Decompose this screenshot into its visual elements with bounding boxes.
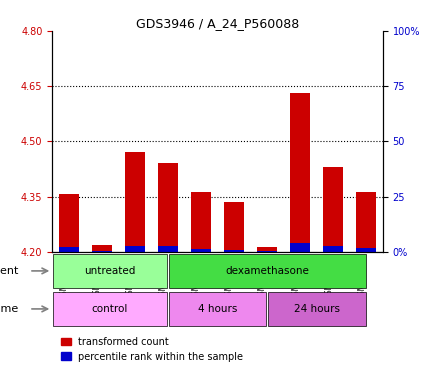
Bar [224, 250, 243, 252]
Bar [224, 202, 243, 252]
Text: untreated: untreated [84, 266, 135, 276]
Bar [191, 249, 210, 252]
Title: GDS3946 / A_24_P560088: GDS3946 / A_24_P560088 [135, 17, 299, 30]
Bar [289, 93, 309, 252]
Bar [59, 247, 79, 252]
FancyBboxPatch shape [53, 254, 167, 288]
Bar [158, 164, 178, 252]
Bar [92, 245, 112, 252]
Bar [125, 247, 145, 252]
Legend: transformed count, percentile rank within the sample: transformed count, percentile rank withi… [57, 333, 247, 366]
Bar [256, 247, 276, 252]
Text: dexamethasone: dexamethasone [225, 266, 308, 276]
Bar [158, 247, 178, 252]
FancyBboxPatch shape [53, 292, 167, 326]
Bar [256, 251, 276, 252]
Bar [322, 167, 342, 252]
Text: 4 hours: 4 hours [197, 304, 237, 314]
Bar [289, 243, 309, 252]
Bar [125, 152, 145, 252]
Text: time: time [0, 304, 19, 314]
Bar [355, 248, 375, 252]
FancyBboxPatch shape [168, 254, 365, 288]
Bar [92, 251, 112, 252]
Bar [191, 192, 210, 252]
FancyBboxPatch shape [168, 292, 266, 326]
Bar [59, 194, 79, 252]
Text: 24 hours: 24 hours [293, 304, 339, 314]
FancyBboxPatch shape [267, 292, 365, 326]
Bar [355, 192, 375, 252]
Text: agent: agent [0, 266, 19, 276]
Text: control: control [92, 304, 128, 314]
Bar [322, 247, 342, 252]
